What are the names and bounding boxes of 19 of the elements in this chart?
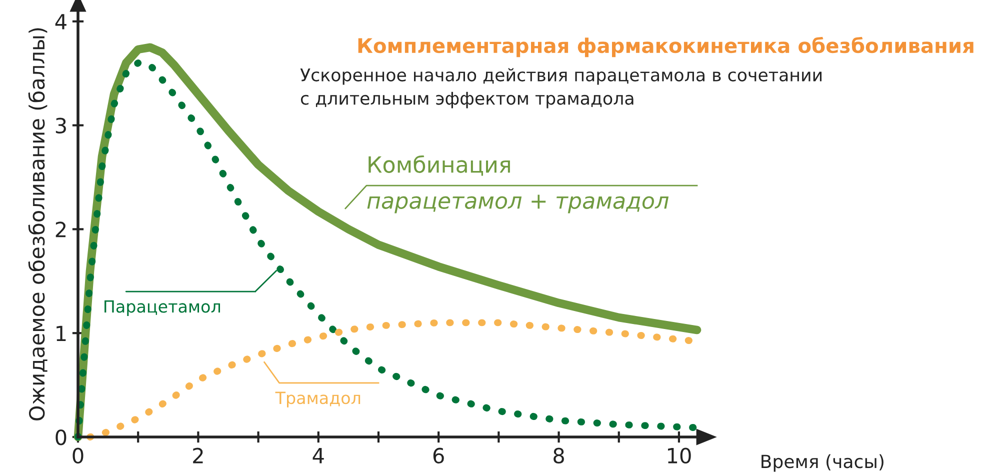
y-tick-label: 4 [55,14,66,30]
x-tick-label: 0 [72,448,84,464]
x-axis-title: Время (часы) [762,454,884,472]
y-tick-label: 2 [56,222,66,238]
x-tick-label: 10 [668,448,691,464]
y-tick-label: 0 [56,429,66,446]
text: Комплементарная фармакокинетика обезболивания [358,36,974,58]
y-axis-title: Ожидаемое обезболивание (баллы) [28,28,48,420]
x-tick-label: 2 [193,448,203,464]
x-tick-label: 4 [312,448,324,464]
y-tick-label: 3 [56,118,66,134]
x-tick-label: 8 [554,448,564,464]
text: Комбинация [368,155,510,176]
y-tick-label: 1 [56,326,66,342]
annotation: парацетамол + трамадол [367,194,669,214]
series-label: Парацетамол [104,300,220,316]
text: Ускоренное начало действия парацетамола в сочетании с длительным эффектом трамадола [300,68,822,108]
text: Трамадол [275,392,360,408]
x-tick-label: 6 [433,448,444,464]
